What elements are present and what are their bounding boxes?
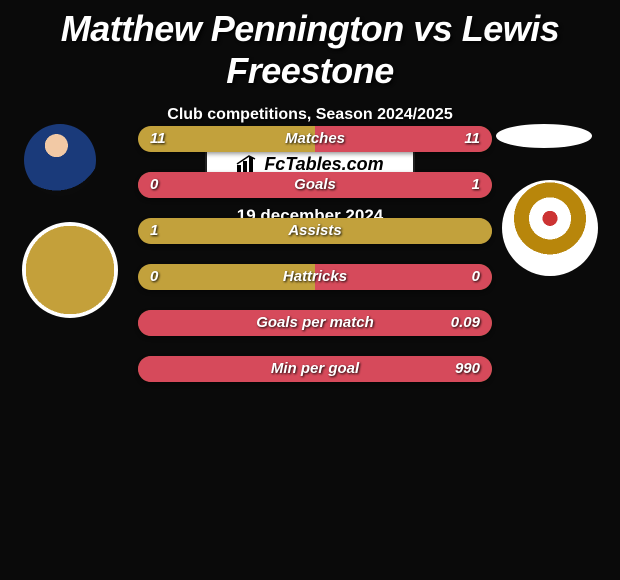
club-left-badge xyxy=(22,222,118,318)
stat-value-right: 1 xyxy=(472,172,480,198)
stat-label: Goals per match xyxy=(138,310,492,336)
stat-bar: Min per goal990 xyxy=(138,356,492,382)
club-right-badge xyxy=(502,180,598,276)
stat-value-right: 990 xyxy=(455,356,480,382)
player-left-avatar xyxy=(24,124,96,196)
stat-value-right: 0 xyxy=(472,264,480,290)
stat-value-right: 11 xyxy=(464,126,480,152)
stats-container: 11Matches110Goals11Assists0Hattricks0Goa… xyxy=(138,126,492,402)
stat-label: Assists xyxy=(138,218,492,244)
stat-bar: 11Matches11 xyxy=(138,126,492,152)
stat-bar: 0Goals1 xyxy=(138,172,492,198)
stat-label: Matches xyxy=(138,126,492,152)
stat-bar: 1Assists xyxy=(138,218,492,244)
stat-value-right: 0.09 xyxy=(451,310,480,336)
player-right-avatar xyxy=(496,124,592,148)
page-title: Matthew Pennington vs Lewis Freestone xyxy=(0,0,620,92)
page-subtitle: Club competitions, Season 2024/2025 xyxy=(0,106,620,124)
stat-bar: Goals per match0.09 xyxy=(138,310,492,336)
stat-label: Hattricks xyxy=(138,264,492,290)
stat-label: Min per goal xyxy=(138,356,492,382)
stat-bar: 0Hattricks0 xyxy=(138,264,492,290)
stat-label: Goals xyxy=(138,172,492,198)
